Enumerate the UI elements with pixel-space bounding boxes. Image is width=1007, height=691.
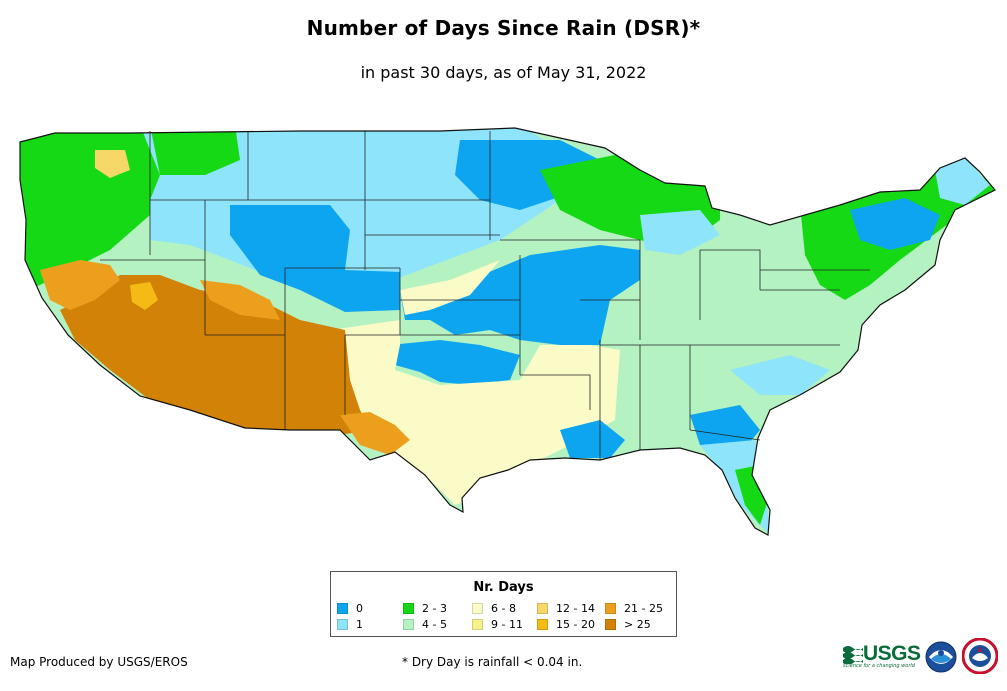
legend-item: 15 - 20 bbox=[537, 618, 595, 631]
legend-item: 1 bbox=[337, 618, 363, 631]
legend-swatch bbox=[403, 619, 414, 630]
legend-swatch bbox=[403, 603, 414, 614]
legend-swatch bbox=[605, 619, 616, 630]
legend-item: 4 - 5 bbox=[403, 618, 447, 631]
zone-1-maine bbox=[935, 158, 990, 205]
zone-0-oklahoma bbox=[390, 340, 520, 385]
zone-0-rockies bbox=[230, 205, 400, 312]
legend-label: 9 - 11 bbox=[491, 618, 523, 631]
state-boundaries bbox=[100, 131, 870, 460]
usgs-logo: USGS science for a changing world bbox=[843, 641, 921, 671]
dry-day-note: * Dry Day is rainfall < 0.04 in. bbox=[402, 655, 583, 669]
legend-item: 6 - 8 bbox=[472, 602, 516, 615]
legend-swatch bbox=[537, 619, 548, 630]
legend-label: 21 - 25 bbox=[624, 602, 663, 615]
zone-6-8-south bbox=[330, 320, 620, 505]
legend-swatch bbox=[337, 619, 348, 630]
legend-swatch bbox=[337, 603, 348, 614]
legend-item: 0 bbox=[337, 602, 363, 615]
zone-21-25-sw-plains bbox=[200, 280, 280, 320]
legend-item: 9 - 11 bbox=[472, 618, 523, 631]
noaa-logo-icon bbox=[925, 641, 957, 673]
legend-label: 15 - 20 bbox=[556, 618, 595, 631]
usgs-wave-icon bbox=[843, 646, 863, 664]
legend-label: 6 - 8 bbox=[491, 602, 516, 615]
legend-swatch bbox=[472, 603, 483, 614]
legend-label: > 25 bbox=[624, 618, 651, 631]
zone-6-8-plains-strip bbox=[400, 260, 500, 315]
legend-title: Nr. Days bbox=[473, 580, 534, 595]
legend-swatch bbox=[605, 603, 616, 614]
dsr-fill-layer bbox=[20, 128, 995, 535]
legend-swatch bbox=[472, 619, 483, 630]
legend-label: 2 - 3 bbox=[422, 602, 447, 615]
legend-item: 21 - 25 bbox=[605, 602, 663, 615]
legend-label: 1 bbox=[356, 618, 363, 631]
legend-label: 0 bbox=[356, 602, 363, 615]
zone-0-lower-miss bbox=[560, 420, 625, 458]
us-dsr-map bbox=[19, 127, 996, 536]
legend-label: 12 - 14 bbox=[556, 602, 595, 615]
zone-1-northern bbox=[140, 128, 560, 300]
map-title: Number of Days Since Rain (DSR)* bbox=[306, 16, 701, 40]
usgs-tagline: science for a changing world bbox=[843, 663, 915, 669]
zone-gt25-southwest bbox=[60, 275, 370, 435]
legend-item: 2 - 3 bbox=[403, 602, 447, 615]
zone-12-14-oregon bbox=[95, 150, 130, 178]
zone-21-25-sw-west-tx bbox=[340, 412, 410, 455]
legend-item: > 25 bbox=[605, 618, 651, 631]
map-subtitle: in past 30 days, as of May 31, 2022 bbox=[360, 63, 647, 82]
zone-21-25-sw-north bbox=[40, 260, 120, 310]
legend-item: 12 - 14 bbox=[537, 602, 595, 615]
nws-logo-icon bbox=[962, 638, 998, 674]
zone-1-lake-area bbox=[640, 210, 720, 255]
legend-swatch bbox=[537, 603, 548, 614]
legend-label: 4 - 5 bbox=[422, 618, 447, 631]
zone-1-carolinas bbox=[730, 355, 830, 395]
credit-text: Map Produced by USGS/EROS bbox=[10, 655, 188, 669]
zone-2-3-north-rockies bbox=[150, 128, 240, 175]
zone-15-20-nevada bbox=[130, 282, 158, 310]
legend: Nr. Days 0 1 2 - 3 4 - 5 6 - 8 9 - 11 12… bbox=[330, 571, 677, 637]
usgs-wordmark: USGS bbox=[863, 642, 921, 665]
zone-0-new-england bbox=[850, 198, 940, 250]
